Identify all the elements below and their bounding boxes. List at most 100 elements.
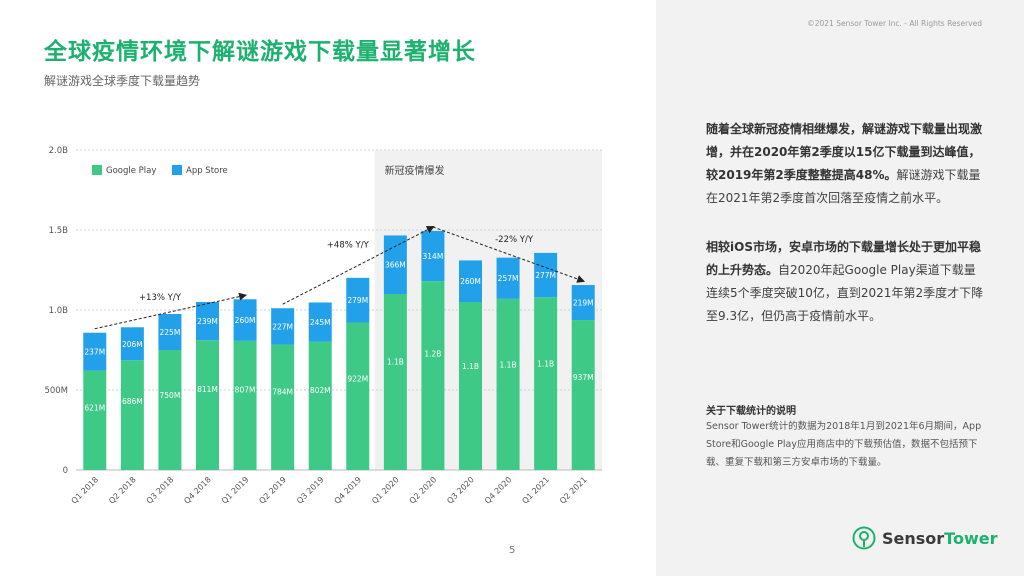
- x-tick-label-9: Q2 2020: [408, 475, 439, 506]
- x-tick-label-7: Q4 2019: [333, 475, 364, 506]
- y-tick-label-1: 500M: [44, 386, 68, 396]
- copyright-text: ©2021 Sensor Tower Inc. - All Rights Res…: [807, 19, 982, 28]
- bar-google-play-7: [346, 322, 370, 470]
- data-label-app-store-5: 227M: [272, 322, 293, 331]
- insight-paragraph-1: 随着全球新冠疫情相继爆发，解谜游戏下载量出现激增，并在2020年第2季度以15亿…: [706, 118, 986, 210]
- x-tick-label-11: Q4 2020: [483, 475, 514, 506]
- data-label-google-play-8: 1.1B: [387, 357, 404, 366]
- stacked-bar-chart: 新冠疫情爆发 0 500M 1.0B 1.5B 2.0B Google Play App St…: [44, 146, 602, 506]
- x-tick-label-4: Q1 2019: [220, 475, 251, 506]
- bar-app-store-4: [233, 299, 257, 341]
- sensortower-logo-icon: [852, 526, 876, 550]
- data-label-app-store-0: 237M: [84, 348, 105, 357]
- data-label-google-play-1: 686M: [122, 397, 143, 406]
- data-label-app-store-10: 260M: [460, 277, 481, 286]
- data-label-google-play-9: 1.2B: [424, 350, 441, 359]
- bar-app-store-9: [421, 230, 445, 282]
- data-label-google-play-13: 937M: [573, 373, 594, 382]
- bar-app-store-7: [346, 277, 370, 323]
- bar-app-store-2: [158, 314, 182, 350]
- x-tick-label-6: Q3 2019: [295, 475, 326, 506]
- data-label-app-store-1: 206M: [122, 340, 143, 349]
- data-label-app-store-12: 277M: [535, 271, 556, 280]
- data-label-google-play-10: 1.1B: [462, 362, 479, 371]
- x-tick-label-5: Q2 2019: [257, 475, 288, 506]
- bar-google-play-9: [421, 281, 445, 470]
- bar-google-play-11: [496, 298, 520, 470]
- bar-google-play-6: [308, 341, 332, 470]
- insight-paragraph-2: 相较iOS市场，安卓市场的下载量增长处于更加平稳的上升势态。自2020年起Goo…: [706, 236, 986, 328]
- x-tick-label-0: Q1 2018: [70, 475, 101, 506]
- data-label-google-play-5: 784M: [272, 388, 293, 397]
- x-tick-label-10: Q3 2020: [445, 475, 476, 506]
- y-tick-label-2: 1.0B: [49, 306, 69, 316]
- data-label-google-play-2: 750M: [160, 391, 181, 400]
- highlight-label: 新冠疫情爆发: [385, 164, 445, 177]
- logo-text-main: Sensor: [882, 528, 945, 548]
- bar-google-play-8: [383, 294, 407, 470]
- legend-label-0: Google Play: [106, 166, 156, 176]
- bar-app-store-0: [83, 332, 107, 371]
- x-tick-label-3: Q4 2018: [182, 475, 213, 506]
- data-label-google-play-12: 1.1B: [537, 359, 554, 368]
- bar-app-store-11: [496, 257, 520, 299]
- bar-app-store-12: [534, 252, 558, 298]
- bar-google-play-0: [83, 370, 107, 470]
- bar-google-play-3: [196, 340, 219, 470]
- data-label-app-store-6: 245M: [310, 318, 331, 327]
- data-label-google-play-0: 621M: [84, 403, 105, 412]
- logo-text: SensorTower: [882, 529, 997, 548]
- trend-arrow-1: [282, 226, 435, 305]
- data-label-app-store-9: 314M: [423, 252, 444, 261]
- right-panel: ©2021 Sensor Tower Inc. - All Rights Res…: [656, 0, 1024, 576]
- bar-google-play-10: [459, 302, 482, 470]
- bar-app-store-3: [196, 302, 219, 341]
- trend-label-2: -22% Y/Y: [495, 235, 534, 245]
- note-body: Sensor Tower统计的数据为2018年1月到2021年6月期间，App …: [706, 421, 982, 468]
- bar-app-store-5: [271, 308, 295, 345]
- bar-google-play-12: [534, 297, 558, 470]
- bar-app-store-6: [308, 302, 332, 342]
- data-label-app-store-11: 257M: [498, 274, 519, 283]
- trend-arrow-0: [94, 292, 248, 330]
- bar-google-play-2: [158, 350, 182, 470]
- x-tick-label-1: Q2 2018: [107, 475, 138, 506]
- bar-google-play-1: [120, 360, 144, 470]
- insight-1-rest: 解谜游戏下载量在2021年第2季度首次回落至疫情之前水平。: [706, 168, 981, 205]
- legend-swatch-0: [92, 165, 102, 175]
- data-label-app-store-4: 260M: [235, 316, 256, 325]
- data-label-app-store-3: 239M: [197, 317, 218, 326]
- data-label-app-store-8: 366M: [385, 261, 406, 270]
- bar-google-play-4: [233, 340, 257, 470]
- insight-2-bold: 相较iOS市场，安卓市场的下载量增长处于更加平稳的上升势态。: [706, 240, 981, 277]
- x-tick-label-8: Q1 2020: [370, 475, 401, 506]
- data-label-google-play-3: 811M: [197, 385, 218, 394]
- data-label-google-play-6: 802M: [310, 386, 331, 395]
- page-title: 全球疫情环境下解谜游戏下载量显著增长: [44, 39, 476, 65]
- data-label-google-play-4: 807M: [235, 386, 256, 395]
- data-label-google-play-7: 922M: [347, 374, 368, 383]
- legend-label-1: App Store: [186, 166, 228, 176]
- page-number: 5: [509, 545, 516, 556]
- chart-subtitle: 解谜游戏全球季度下载量趋势: [44, 74, 201, 88]
- logo-text-accent: Tower: [944, 528, 998, 548]
- y-tick-label-3: 1.5B: [49, 226, 69, 236]
- trend-label-0: +13% Y/Y: [139, 293, 182, 303]
- insight-1-bold: 随着全球新冠疫情相继爆发，解谜游戏下载量出现激增，并在2020年第2季度以15亿…: [706, 122, 983, 182]
- bar-google-play-5: [271, 344, 295, 470]
- data-label-app-store-7: 279M: [347, 296, 368, 305]
- trend-label-1: +48% Y/Y: [327, 241, 370, 251]
- x-tick-label-12: Q1 2021: [520, 475, 551, 506]
- data-label-app-store-13: 219M: [573, 299, 594, 308]
- x-tick-label-13: Q2 2021: [558, 475, 589, 506]
- y-tick-label-0: 0: [63, 466, 68, 476]
- insight-2-rest: 自2020年起Google Play渠道下载量连续5个季度突破10亿，直到202…: [706, 263, 984, 323]
- x-tick-label-2: Q3 2018: [145, 475, 176, 506]
- data-label-google-play-11: 1.1B: [500, 360, 517, 369]
- bar-app-store-10: [459, 260, 482, 302]
- legend-swatch-1: [172, 165, 182, 175]
- trend-arrow-2: [432, 226, 586, 283]
- bar-google-play-13: [571, 320, 595, 470]
- bar-app-store-13: [571, 285, 595, 321]
- note-title: 关于下载统计的说明: [706, 406, 796, 417]
